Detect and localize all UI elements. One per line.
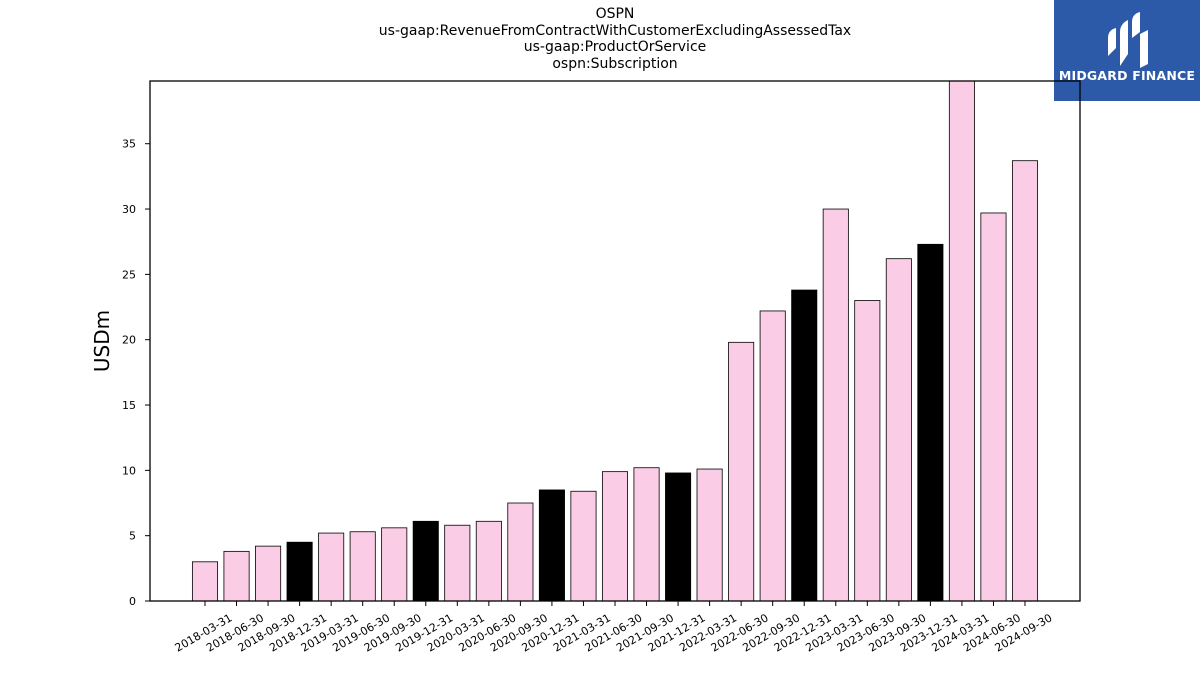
- bar-2021-09-30: [633, 467, 660, 602]
- bar-2022-03-31: [696, 468, 723, 602]
- bar-2020-06-30: [475, 520, 502, 602]
- title-line-concept: us-gaap:RevenueFromContractWithCustomerE…: [378, 22, 852, 39]
- bar-2023-12-31: [917, 243, 944, 602]
- midgard-logo-icon: [1108, 12, 1148, 68]
- bar-2020-03-31: [444, 524, 471, 602]
- bar-2018-12-31: [286, 541, 313, 602]
- bar-2018-09-30: [255, 545, 282, 602]
- logo-text: MIDGARD FINANCE: [1058, 68, 1196, 83]
- bar-2019-06-30: [349, 531, 376, 602]
- bar-2022-09-30: [759, 310, 786, 602]
- y-tick-label: 0: [129, 595, 136, 608]
- bar-2023-03-31: [822, 208, 849, 602]
- title-line-ticker: OSPN: [595, 6, 635, 22]
- midgard-logo: MIDGARD FINANCE: [1054, 0, 1200, 101]
- bar-2021-03-31: [570, 490, 597, 602]
- bar-2020-09-30: [507, 502, 534, 602]
- bar-2024-03-31: [948, 80, 975, 602]
- bar-2019-09-30: [381, 527, 408, 602]
- y-tick-label: 5: [129, 530, 136, 543]
- bar-2018-03-31: [191, 561, 219, 602]
- title-line-member: ospn:Subscription: [552, 55, 678, 72]
- bars-group: [191, 80, 1039, 602]
- plot-frame: [149, 80, 1081, 602]
- bar-2022-06-30: [728, 341, 755, 602]
- bar-2019-12-31: [412, 520, 439, 602]
- x-axis: 2018-03-312018-06-302018-09-302018-12-31…: [173, 601, 1055, 655]
- y-tick-label: 15: [122, 399, 136, 412]
- bar-2023-06-30: [854, 300, 881, 602]
- bar-2021-06-30: [601, 471, 629, 602]
- bar-2018-06-30: [223, 550, 250, 602]
- chart-title: OSPN us-gaap:RevenueFromContractWithCust…: [150, 6, 1080, 72]
- y-axis-label: USDm: [90, 310, 114, 372]
- bar-2023-09-30: [885, 258, 912, 602]
- bar-2024-06-30: [980, 212, 1007, 602]
- title-line-axis: us-gaap:ProductOrService: [523, 39, 707, 55]
- bar-2020-12-31: [538, 489, 565, 602]
- y-tick-label: 20: [122, 334, 136, 347]
- bar-2022-12-31: [791, 289, 818, 602]
- bar-2021-12-31: [665, 472, 692, 602]
- y-tick-label: 25: [122, 268, 136, 281]
- bar-2024-09-30: [1011, 160, 1039, 602]
- y-tick-label: 35: [122, 138, 136, 151]
- y-tick-label: 10: [122, 464, 136, 477]
- bar-2019-03-31: [318, 532, 345, 602]
- y-axis: 0 5 10 15 20 25 30 35: [122, 138, 150, 608]
- y-tick-label: 30: [122, 203, 136, 216]
